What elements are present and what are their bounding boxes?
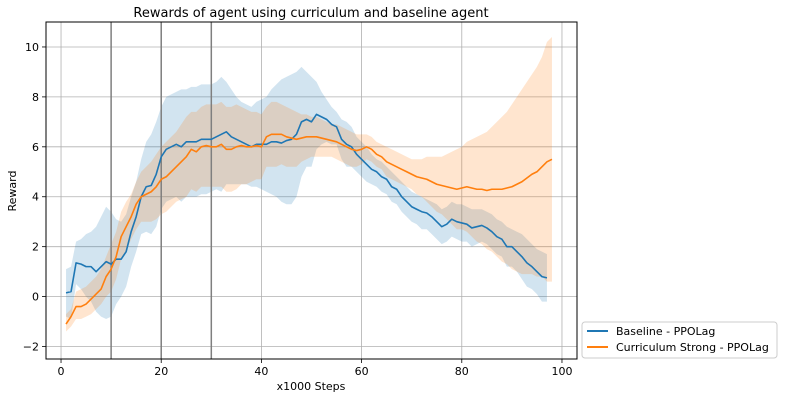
y-axis-label: Reward	[6, 171, 19, 212]
x-tick-label: 20	[154, 365, 168, 378]
legend-label-curriculum: Curriculum Strong - PPOLag	[616, 341, 769, 354]
y-tick-label: 2	[32, 241, 39, 254]
series-line-0	[65, 113, 548, 294]
plot-area	[46, 22, 577, 359]
x-tick-label: 60	[355, 365, 369, 378]
chart-title: Rewards of agent using curriculum and ba…	[133, 6, 488, 21]
legend-label-baseline: Baseline - PPOLag	[616, 325, 715, 338]
y-tick-label: 8	[32, 91, 39, 104]
y-tick-label: 6	[32, 141, 39, 154]
x-tick-label: 100	[551, 365, 572, 378]
y-tick-label: −2	[23, 341, 39, 354]
legend: Baseline - PPOLag Curriculum Strong - PP…	[581, 321, 778, 359]
y-tick-label: 10	[25, 41, 39, 54]
y-axis: −2 0 2 4 6 8 10	[23, 41, 46, 354]
series-line-1	[65, 133, 553, 325]
x-axis: 0 20 40 60 80 100	[58, 359, 572, 378]
y-tick-label: 4	[32, 191, 39, 204]
x-tick-label: 80	[455, 365, 469, 378]
y-tick-label: 0	[32, 291, 39, 304]
x-axis-label: x1000 Steps	[277, 380, 346, 393]
legend-box	[581, 321, 778, 359]
x-tick-label: 0	[58, 365, 65, 378]
confidence-band-0	[66, 66, 547, 320]
x-tick-label: 40	[254, 365, 268, 378]
plot-frame	[45, 21, 578, 360]
confidence-band-1	[66, 36, 552, 332]
